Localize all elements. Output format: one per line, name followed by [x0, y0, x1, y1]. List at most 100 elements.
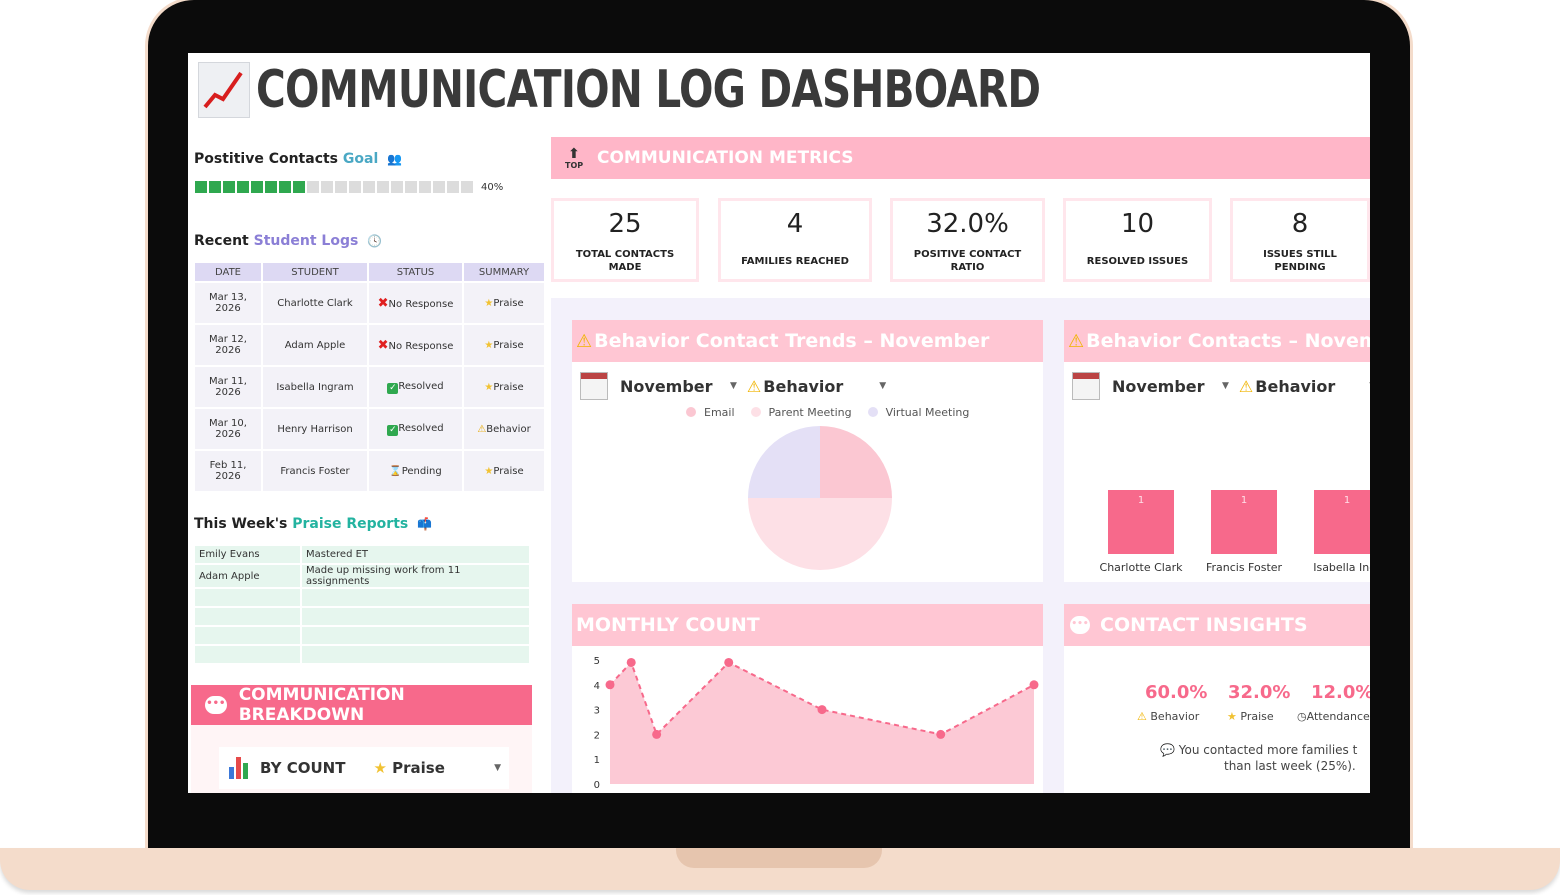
monthly-card-header: MONTHLY COUNT — [572, 604, 1043, 646]
metric-issues-pending: 8 ISSUES STILL PENDING — [1230, 198, 1370, 282]
trends-card-title: Behavior Contact Trends – November — [594, 330, 990, 352]
mailbox-icon: 📫 — [417, 517, 433, 531]
pie-slice — [748, 426, 820, 498]
top-arrow-icon[interactable]: ⬆ TOP — [565, 145, 584, 170]
praise-heading: This Week's Praise Reports 📫 — [194, 516, 432, 532]
data-point — [626, 657, 636, 667]
monthly-card-title: MONTHLY COUNT — [576, 614, 760, 636]
table-row[interactable]: Mar 13, 2026 Charlotte Clark ✖No Response ★… — [195, 283, 544, 323]
cell-summary: ⚠Behavior — [464, 409, 544, 449]
month-filter[interactable]: November — [620, 376, 713, 396]
dashboard-title: COMMUNICATION LOG DASHBOARD — [198, 59, 1262, 121]
laptop-notch — [676, 848, 882, 868]
metric-value: 4 — [786, 209, 804, 239]
table-row[interactable]: Feb 11, 2026 Francis Foster ⌛Pending ★Prais… — [195, 451, 544, 491]
summary-text: Praise — [493, 465, 524, 477]
progress-cell — [237, 181, 249, 193]
praise-label: This Week's — [194, 516, 288, 532]
progress-cell — [195, 181, 207, 193]
speech-bubble-icon: ••• — [1070, 616, 1090, 634]
breakdown-panel: BY COUNT ★ Praise ▼ — [191, 725, 532, 793]
bar-chart-icon — [229, 757, 248, 779]
goal-progress-text: 40% — [481, 181, 504, 193]
y-tick-label: 4 — [594, 681, 600, 692]
chevron-down-icon[interactable]: ▼ — [1222, 381, 1229, 391]
progress-cell — [363, 181, 375, 193]
list-item[interactable] — [195, 589, 529, 606]
praise-name: Adam Apple — [195, 565, 300, 587]
chevron-down-icon[interactable]: ▼ — [730, 381, 737, 391]
legend-label: Virtual Meeting — [885, 406, 970, 419]
monthly-card: MONTHLY COUNT 0 1 2 3 4 5 — [572, 604, 1043, 793]
chevron-down-icon[interactable]: ▼ — [879, 381, 887, 391]
table-row[interactable]: Mar 11, 2026 Isabella Ingram ✓ Resolved ★Pra… — [195, 367, 544, 407]
cell-status: ✖No Response — [369, 325, 462, 365]
bar — [1314, 490, 1370, 554]
col-summary: SUMMARY — [464, 263, 544, 281]
category-filter[interactable]: Behavior — [763, 376, 844, 396]
cross-icon: ✖ — [377, 295, 389, 311]
metrics-header: ⬆ TOP COMMUNICATION METRICS — [551, 137, 1370, 179]
bar-category-label: Francis Foster — [1206, 561, 1283, 574]
status-text: No Response — [388, 298, 454, 310]
data-point — [1029, 680, 1039, 690]
bar-category-label: Charlotte Clark — [1100, 561, 1184, 574]
category-filter[interactable]: Behavior — [1255, 376, 1336, 396]
table-row[interactable]: Mar 10, 2026 Henry Harrison ✓ Resolved ⚠Beha… — [195, 409, 544, 449]
pie-legend: Email Parent Meeting Virtual Meeting — [686, 406, 969, 419]
insight-praise-pct: 32.0% — [1228, 682, 1291, 703]
cell-summary: ★Praise — [464, 451, 544, 491]
month-filter[interactable]: November — [1112, 376, 1205, 396]
recent-accent: Student Logs — [253, 233, 359, 249]
warning-icon: ⚠ — [477, 423, 487, 435]
praise-name: Emily Evans — [195, 546, 300, 563]
chart-increasing-icon — [198, 62, 250, 118]
table-row[interactable]: Mar 12, 2026 Adam Apple ✖No Response ★Prais… — [195, 325, 544, 365]
cell-summary: ★Praise — [464, 325, 544, 365]
contacts-card: ⚠ Behavior Contacts – Novembe November ▼… — [1064, 320, 1370, 582]
recent-label: Recent — [194, 233, 249, 249]
list-item[interactable] — [195, 608, 529, 625]
breakdown-header: ••• COMMUNICATION BREAKDOWN — [191, 685, 532, 725]
insights-card-header: ••• CONTACT INSIGHTS — [1064, 604, 1370, 646]
list-item[interactable] — [195, 627, 529, 644]
metric-families-reached: 4 FAMILIES REACHED — [718, 198, 872, 282]
summary-text: Praise — [493, 339, 524, 351]
praise-name — [195, 589, 300, 606]
recent-logs-table: DATE STUDENT STATUS SUMMARY Mar 13, 2026… — [193, 261, 546, 493]
praise-note — [302, 608, 529, 625]
status-text: Resolved — [398, 380, 444, 392]
people-icon: 👥 — [387, 152, 403, 166]
dashboard-screen: COMMUNICATION LOG DASHBOARD Postitive Co… — [188, 53, 1370, 793]
clock-icon: 🕓 — [367, 234, 383, 248]
list-item[interactable] — [195, 646, 529, 663]
recent-logs-heading: Recent Student Logs 🕓 — [194, 233, 382, 249]
trends-card: ⚠ Behavior Contact Trends – November Nov… — [572, 320, 1043, 582]
list-item[interactable]: Emily Evans Mastered ET — [195, 546, 529, 563]
star-icon: ★ — [484, 339, 494, 351]
metrics-title: COMMUNICATION METRICS — [597, 148, 854, 168]
breakdown-dropdown[interactable]: BY COUNT ★ Praise ▼ — [219, 747, 509, 789]
trends-card-header: ⚠ Behavior Contact Trends – November — [572, 320, 1043, 362]
legend-label: Parent Meeting — [768, 406, 852, 419]
cell-date: Mar 10, 2026 — [195, 409, 261, 449]
hourglass-icon: ⌛ — [389, 465, 402, 477]
progress-cell — [349, 181, 361, 193]
area-chart: 0 1 2 3 4 5 — [594, 656, 1039, 791]
check-icon: ✓ — [387, 424, 399, 436]
chevron-down-icon[interactable]: ▼ — [494, 763, 501, 773]
list-item[interactable]: Adam Apple Made up missing work from 11 a… — [195, 565, 529, 587]
progress-cell — [433, 181, 445, 193]
metric-caption: TOTAL CONTACTS MADE — [575, 249, 675, 273]
chevron-down-icon[interactable]: ▼ — [1369, 381, 1370, 391]
check-icon: ✓ — [387, 382, 399, 394]
cell-status: ✖No Response — [369, 283, 462, 323]
cross-icon: ✖ — [377, 337, 389, 353]
trends-filters: November ▼ ⚠ Behavior ▼ — [580, 370, 886, 402]
calendar-icon — [1072, 372, 1100, 400]
insight-attendance-label: ◷Attendance — [1297, 710, 1370, 723]
breakdown-selection: ★ Praise — [373, 759, 444, 777]
progress-cell — [391, 181, 403, 193]
progress-cell — [321, 181, 333, 193]
metric-caption: POSITIVE CONTACT RATIO — [913, 249, 1022, 273]
